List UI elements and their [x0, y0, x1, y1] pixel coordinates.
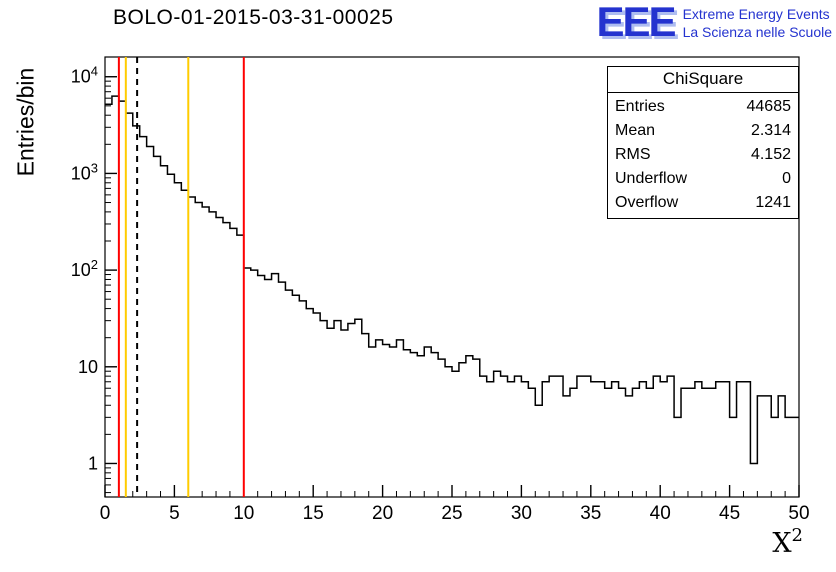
histogram-line: [105, 95, 799, 465]
stats-row-value: 44685: [746, 98, 792, 115]
y-tick-label: 102: [71, 257, 98, 280]
x-tick-label: 5: [169, 503, 180, 524]
stats-box: ChiSquare Entries 44685 Mean 2.314 RMS 4…: [607, 66, 799, 219]
stats-row-label: Entries: [615, 98, 665, 115]
stats-row: Mean 2.314: [608, 119, 798, 143]
x-tick-label: 25: [441, 503, 462, 524]
eee-logo-line2: La Scienza nelle Scuole: [682, 24, 832, 40]
stats-row-label: Mean: [615, 122, 656, 139]
stats-row: Overflow 1241: [608, 191, 798, 215]
y-tick-label: 104: [71, 64, 98, 87]
x-axis-title: X2: [772, 525, 803, 559]
y-tick-label: 10: [78, 357, 98, 377]
stats-row-value: 2.314: [750, 122, 791, 139]
stats-row-label: RMS: [615, 146, 651, 163]
x-tick-label: 30: [511, 503, 532, 524]
eee-logo-text: Extreme Energy Events La Scienza nelle S…: [683, 3, 832, 40]
x-tick-label: 15: [303, 503, 324, 524]
chart-title: BOLO-01-2015-03-31-00025: [113, 6, 394, 29]
x-tick-label: 20: [372, 503, 393, 524]
stats-row-label: Overflow: [615, 194, 679, 211]
stats-row: Underflow 0: [608, 167, 798, 191]
eee-logo-line1: Extreme Energy Events: [682, 6, 830, 22]
eee-logo-letters: EEE: [596, 0, 677, 45]
stats-row-value: 0: [782, 170, 791, 187]
y-tick-label: 1: [88, 453, 98, 473]
x-tick-label: 10: [233, 503, 254, 524]
x-tick-label: 40: [650, 503, 671, 524]
x-tick-label: 35: [580, 503, 601, 524]
stats-row-value: 4.152: [750, 146, 791, 163]
stats-row-label: Underflow: [615, 170, 688, 187]
stats-box-title: ChiSquare: [608, 67, 798, 93]
eee-logo: EEE Extreme Energy Events La Scienza nel…: [596, 0, 832, 45]
y-axis-title: Entries/bin: [12, 67, 39, 177]
x-tick-label: 45: [719, 503, 740, 524]
stats-row: RMS 4.152: [608, 143, 798, 167]
y-tick-label: 103: [71, 160, 98, 183]
stats-row-value: 1241: [755, 194, 791, 211]
x-tick-label: 0: [100, 503, 111, 524]
stats-box-rows: Entries 44685 Mean 2.314 RMS 4.152 Under…: [608, 93, 798, 218]
stats-row: Entries 44685: [608, 95, 798, 119]
x-tick-label: 50: [788, 503, 809, 524]
